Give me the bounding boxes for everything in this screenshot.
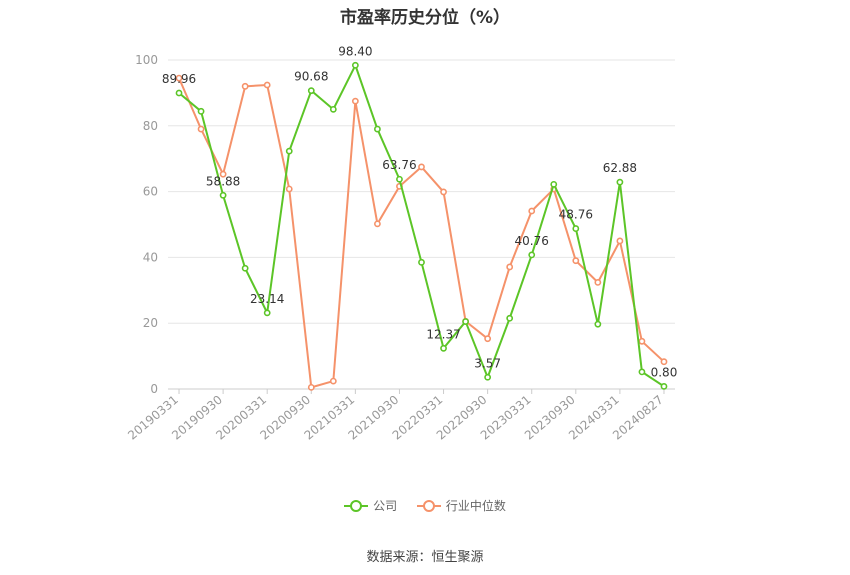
data-point-company-20220630	[462, 318, 469, 325]
data-point-industry-20200930	[307, 383, 315, 391]
data-point-company-20230630	[550, 180, 558, 188]
data-point-industry-20230331	[528, 207, 536, 215]
data-point-company-20240630	[638, 368, 646, 376]
data-label-company-20200331: 23.14	[250, 292, 284, 306]
data-point-industry-20191231	[241, 82, 249, 90]
data-point-company-20210331	[351, 61, 359, 69]
data-label-company-20190930: 58.88	[206, 174, 240, 188]
legend-marker-company	[350, 499, 363, 512]
data-point-industry-20190630	[197, 125, 205, 133]
data-point-company-20240331	[616, 178, 624, 186]
chart-title: 市盈率历史分位（%）	[339, 8, 511, 28]
data-point-company-20200331	[263, 309, 271, 317]
data-label-company-20220930: 3.57	[474, 356, 501, 370]
data-point-industry-20240331	[616, 237, 624, 245]
legend-marker-industry	[422, 499, 435, 512]
y-tick-label-20: 20	[143, 316, 158, 330]
data-point-industry-20240827	[660, 358, 668, 366]
data-point-industry-20201231	[329, 377, 337, 385]
data-point-company-20190630	[197, 107, 205, 115]
data-point-company-20230930	[572, 225, 580, 232]
data-label-company-20190331: 89.96	[162, 72, 196, 86]
series-lines	[175, 61, 668, 391]
data-point-industry-20220331	[440, 188, 447, 196]
data-point-industry-20200331	[263, 81, 271, 89]
axes: 0204060801002019033120190930202003312020…	[125, 53, 675, 443]
data-source-note: 数据来源：恒生聚源	[366, 550, 484, 565]
data-point-industry-20220930	[484, 335, 492, 343]
data-point-company-20190331	[175, 89, 183, 97]
data-point-company-20221231	[506, 314, 514, 322]
data-point-company-20200930	[307, 87, 315, 95]
data-point-industry-20231231	[594, 279, 602, 286]
data-label-company-20210930: 63.76	[382, 158, 416, 172]
data-point-company-20211231	[418, 258, 425, 266]
y-tick-label-0: 0	[150, 382, 158, 396]
legend: 公司 行业中位数	[0, 497, 850, 515]
data-point-company-20200630	[285, 147, 293, 155]
data-label-company-20220331: 12.37	[426, 327, 460, 341]
data-point-industry-20240630	[638, 337, 646, 345]
series-line-industry	[178, 77, 665, 389]
data-point-industry-20200630	[285, 185, 293, 193]
data-point-industry-20210331	[351, 97, 359, 105]
data-label-company-20210331: 98.40	[338, 44, 372, 58]
data-label-company-20240827: 0.80	[651, 365, 678, 379]
legend-swatch-industry	[416, 499, 441, 512]
data-point-company-20210630	[374, 125, 381, 133]
data-label-company-20230930: 48.76	[559, 208, 593, 222]
legend-item-industry[interactable]: 行业中位数	[416, 497, 506, 514]
data-point-company-20240827	[660, 382, 668, 390]
y-tick-label-100: 100	[135, 53, 158, 67]
data-point-company-20210930	[396, 175, 403, 183]
y-tick-label-60: 60	[143, 185, 158, 199]
grid-lines	[168, 59, 675, 324]
data-point-company-20230331	[528, 251, 536, 259]
data-point-industry-20211231	[418, 163, 425, 171]
data-point-industry-20190930	[219, 170, 227, 178]
data-point-company-20231231	[594, 320, 602, 328]
data-label-company-20200930: 90.68	[294, 70, 328, 84]
data-point-company-20190930	[219, 191, 227, 199]
legend-item-company[interactable]: 公司	[344, 497, 397, 514]
data-point-industry-20210630	[374, 220, 381, 228]
data-point-company-20191231	[241, 264, 249, 272]
y-tick-label-40: 40	[143, 250, 158, 264]
series-line-company	[178, 64, 665, 388]
data-label-company-20240331: 62.88	[603, 161, 637, 175]
y-tick-label-80: 80	[143, 119, 158, 133]
legend-swatch-company	[344, 499, 369, 512]
data-labels: 89.96 58.88 23.14 90.68 98.40 63.76 12.37 3.57 4…	[162, 44, 677, 379]
data-point-industry-20230930	[572, 257, 580, 265]
legend-label-company: 公司	[373, 499, 398, 513]
data-point-industry-20190331	[175, 74, 183, 82]
data-point-company-20220930	[484, 373, 492, 381]
data-point-company-20201231	[329, 105, 337, 113]
data-point-industry-20221231	[506, 263, 514, 271]
data-label-company-20230331: 40.76	[515, 234, 549, 248]
legend-label-industry: 行业中位数	[445, 499, 506, 513]
data-point-company-20220331	[440, 344, 447, 352]
